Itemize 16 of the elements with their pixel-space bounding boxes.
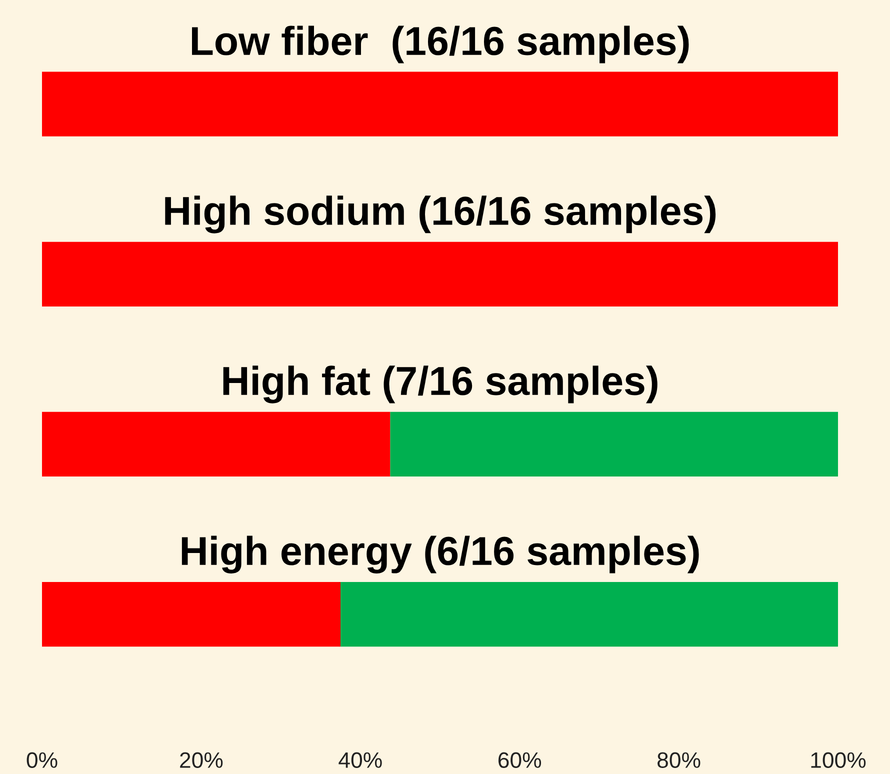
bar [42,242,838,306]
bar [390,412,838,477]
x-tick-label: 100% [811,752,866,768]
y-tick-label: High energy (6/16 samples) [182,536,699,574]
x-tick-label: 0% [26,752,58,768]
x-tick-label: 80% [658,752,700,768]
y-tick-label: Low fiber (16/16 samples) [192,26,689,64]
x-tick-label: 60% [498,752,542,768]
y-tick-label: High sodium (16/16 samples) [165,196,716,234]
bar [340,582,838,647]
bar [42,72,838,136]
x-tick-label: 40% [338,752,382,768]
x-tick-label: 20% [180,752,223,768]
y-tick-label: High fat (7/16 samples) [223,366,658,404]
bar [42,412,390,477]
bar [42,582,340,647]
